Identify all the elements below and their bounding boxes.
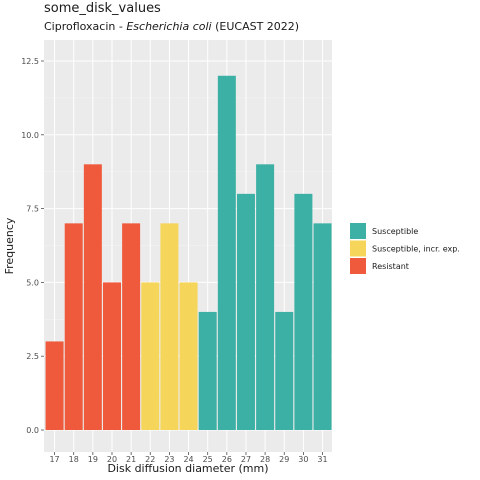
y-tick-label: 12.5 [21, 57, 39, 66]
x-tick-label: 30 [298, 455, 308, 464]
subtitle-guideline: (EUCAST 2022) [211, 20, 300, 33]
legend-label: Susceptible [372, 227, 418, 236]
legend-label: Susceptible, incr. exp. [372, 245, 460, 254]
bar-29 [275, 311, 294, 430]
x-tick-label: 31 [317, 455, 327, 464]
y-tick-label: 10.0 [21, 131, 39, 140]
chart-title: some_disk_values [44, 1, 161, 16]
legend-label: Resistant [372, 262, 409, 271]
legend-key [350, 258, 366, 274]
x-tick-label: 17 [49, 455, 59, 464]
y-tick-label: 2.5 [26, 352, 39, 361]
bar-17 [45, 341, 64, 430]
legend-key [350, 240, 366, 257]
x-tick-label: 21 [126, 455, 136, 464]
bar-23 [160, 223, 179, 430]
x-tick-label: 26 [222, 455, 232, 464]
x-tick-label: 29 [279, 455, 289, 464]
bar-19 [83, 164, 102, 430]
x-tick-label: 24 [183, 455, 193, 464]
legend-key [350, 223, 366, 239]
chart-subtitle: Ciprofloxacin - Escherichia coli (EUCAST… [44, 20, 299, 33]
x-tick-label: 22 [145, 455, 155, 464]
x-axis-title: Disk diffusion diameter (mm) [107, 462, 268, 475]
x-tick-label: 27 [241, 455, 251, 464]
bar-21 [122, 223, 141, 430]
bar-26 [217, 75, 236, 430]
bar-18 [64, 223, 83, 430]
bar-24 [179, 282, 198, 430]
bar-27 [236, 193, 255, 430]
y-axis-title: Frequency [3, 217, 16, 274]
x-tick-label: 18 [69, 455, 79, 464]
y-tick-label: 5.0 [26, 278, 39, 287]
legend: Susceptible Susceptible, incr. exp. Resist… [350, 223, 460, 274]
bar-20 [102, 282, 121, 430]
subtitle-organism: Escherichia coli [126, 20, 212, 33]
x-tick-label: 20 [107, 455, 117, 464]
bar-25 [198, 311, 217, 430]
x-tick-label: 28 [260, 455, 270, 464]
bar-28 [256, 164, 275, 430]
x-tick-label: 25 [203, 455, 213, 464]
x-tick-label: 23 [164, 455, 174, 464]
y-tick-label: 7.5 [26, 205, 39, 214]
x-tick-label: 19 [88, 455, 98, 464]
subtitle-drug: Ciprofloxacin - [44, 20, 127, 33]
bar-30 [294, 193, 313, 430]
axes: 0.0 2.5 5.0 7.5 10.0 12.5 17 18 19 20 21 22 23 24 25 26… [21, 57, 327, 464]
bar-22 [141, 282, 160, 430]
bars [45, 75, 332, 430]
y-tick-label: 0.0 [26, 426, 39, 435]
bar-31 [313, 223, 332, 430]
